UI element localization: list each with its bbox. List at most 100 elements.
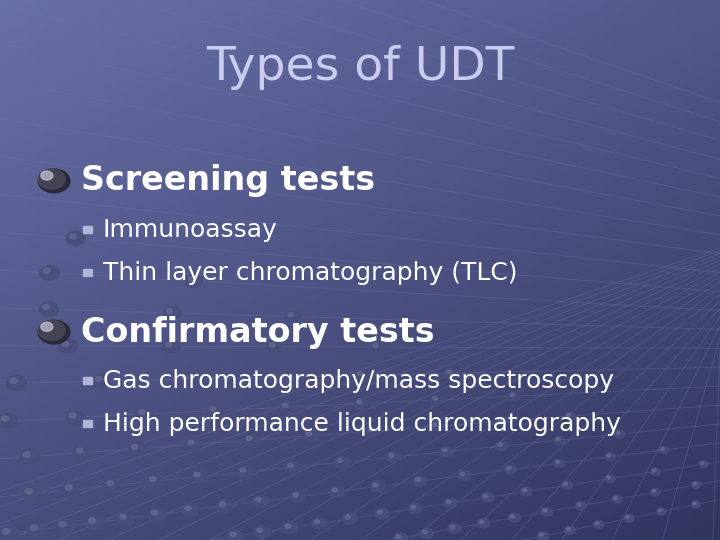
Circle shape bbox=[652, 469, 656, 472]
Circle shape bbox=[389, 454, 394, 457]
Circle shape bbox=[377, 510, 382, 514]
Circle shape bbox=[660, 447, 669, 454]
Circle shape bbox=[521, 487, 532, 496]
Circle shape bbox=[304, 430, 319, 441]
Circle shape bbox=[41, 322, 53, 331]
Circle shape bbox=[96, 376, 102, 381]
Circle shape bbox=[498, 418, 503, 422]
Circle shape bbox=[543, 509, 546, 512]
Circle shape bbox=[19, 449, 40, 464]
Circle shape bbox=[191, 470, 208, 483]
Circle shape bbox=[6, 375, 27, 390]
Circle shape bbox=[651, 468, 660, 475]
Circle shape bbox=[691, 501, 701, 508]
Circle shape bbox=[575, 502, 586, 510]
Circle shape bbox=[117, 512, 135, 525]
Circle shape bbox=[269, 373, 274, 377]
Circle shape bbox=[458, 471, 471, 480]
Text: Gas chromatography/mass spectroscopy: Gas chromatography/mass spectroscopy bbox=[103, 369, 614, 393]
Circle shape bbox=[312, 518, 327, 529]
Circle shape bbox=[228, 530, 243, 540]
Circle shape bbox=[210, 407, 216, 411]
Circle shape bbox=[523, 489, 526, 492]
Circle shape bbox=[150, 477, 156, 481]
Circle shape bbox=[505, 465, 517, 474]
Circle shape bbox=[188, 440, 194, 445]
Circle shape bbox=[357, 372, 362, 375]
Circle shape bbox=[567, 414, 570, 416]
Circle shape bbox=[107, 481, 113, 485]
Circle shape bbox=[607, 476, 611, 479]
Circle shape bbox=[23, 452, 30, 457]
Circle shape bbox=[626, 516, 629, 518]
Bar bbox=[83, 269, 92, 276]
Circle shape bbox=[0, 413, 18, 428]
Circle shape bbox=[650, 489, 660, 496]
Circle shape bbox=[285, 311, 301, 322]
Circle shape bbox=[179, 373, 196, 386]
Circle shape bbox=[220, 502, 225, 506]
Circle shape bbox=[448, 524, 461, 534]
Circle shape bbox=[253, 495, 269, 508]
Circle shape bbox=[615, 430, 625, 438]
Circle shape bbox=[266, 372, 282, 383]
Circle shape bbox=[70, 234, 76, 239]
Circle shape bbox=[370, 481, 384, 492]
Circle shape bbox=[66, 410, 85, 424]
Circle shape bbox=[564, 412, 576, 420]
Circle shape bbox=[39, 302, 58, 316]
Circle shape bbox=[40, 266, 59, 280]
Circle shape bbox=[217, 500, 233, 512]
Circle shape bbox=[152, 510, 158, 515]
Text: Confirmatory tests: Confirmatory tests bbox=[81, 315, 434, 349]
Bar bbox=[83, 226, 92, 233]
Circle shape bbox=[238, 466, 253, 478]
Circle shape bbox=[185, 274, 202, 287]
Circle shape bbox=[62, 482, 81, 497]
Circle shape bbox=[315, 519, 320, 524]
Circle shape bbox=[267, 341, 282, 353]
Circle shape bbox=[335, 457, 349, 468]
Circle shape bbox=[432, 423, 437, 427]
Circle shape bbox=[86, 516, 104, 530]
Circle shape bbox=[413, 476, 427, 486]
Circle shape bbox=[139, 410, 145, 415]
Circle shape bbox=[420, 529, 433, 538]
Circle shape bbox=[415, 478, 420, 481]
Circle shape bbox=[450, 525, 454, 529]
Circle shape bbox=[166, 309, 173, 313]
Circle shape bbox=[69, 413, 76, 418]
Circle shape bbox=[73, 446, 92, 460]
Circle shape bbox=[42, 305, 50, 309]
Circle shape bbox=[288, 463, 293, 468]
Circle shape bbox=[256, 497, 261, 502]
Circle shape bbox=[104, 478, 122, 492]
Circle shape bbox=[280, 401, 295, 413]
Circle shape bbox=[371, 342, 384, 352]
Circle shape bbox=[373, 483, 378, 487]
Circle shape bbox=[567, 528, 570, 531]
Circle shape bbox=[43, 268, 50, 273]
Circle shape bbox=[3, 529, 10, 534]
Circle shape bbox=[181, 375, 188, 380]
Circle shape bbox=[338, 458, 343, 462]
Circle shape bbox=[332, 488, 337, 492]
Circle shape bbox=[38, 169, 65, 189]
Circle shape bbox=[430, 421, 444, 431]
Circle shape bbox=[355, 370, 369, 381]
Circle shape bbox=[254, 526, 270, 538]
Circle shape bbox=[373, 343, 378, 347]
Circle shape bbox=[554, 436, 565, 444]
Circle shape bbox=[27, 523, 47, 537]
Circle shape bbox=[693, 483, 696, 485]
Circle shape bbox=[433, 397, 437, 400]
Circle shape bbox=[285, 461, 300, 473]
Circle shape bbox=[562, 481, 572, 489]
Circle shape bbox=[89, 518, 95, 523]
Circle shape bbox=[693, 502, 696, 505]
Circle shape bbox=[185, 438, 202, 451]
Text: Screening tests: Screening tests bbox=[81, 164, 375, 198]
Circle shape bbox=[393, 533, 408, 540]
Circle shape bbox=[357, 400, 362, 404]
Text: High performance liquid chromatography: High performance liquid chromatography bbox=[103, 412, 621, 436]
